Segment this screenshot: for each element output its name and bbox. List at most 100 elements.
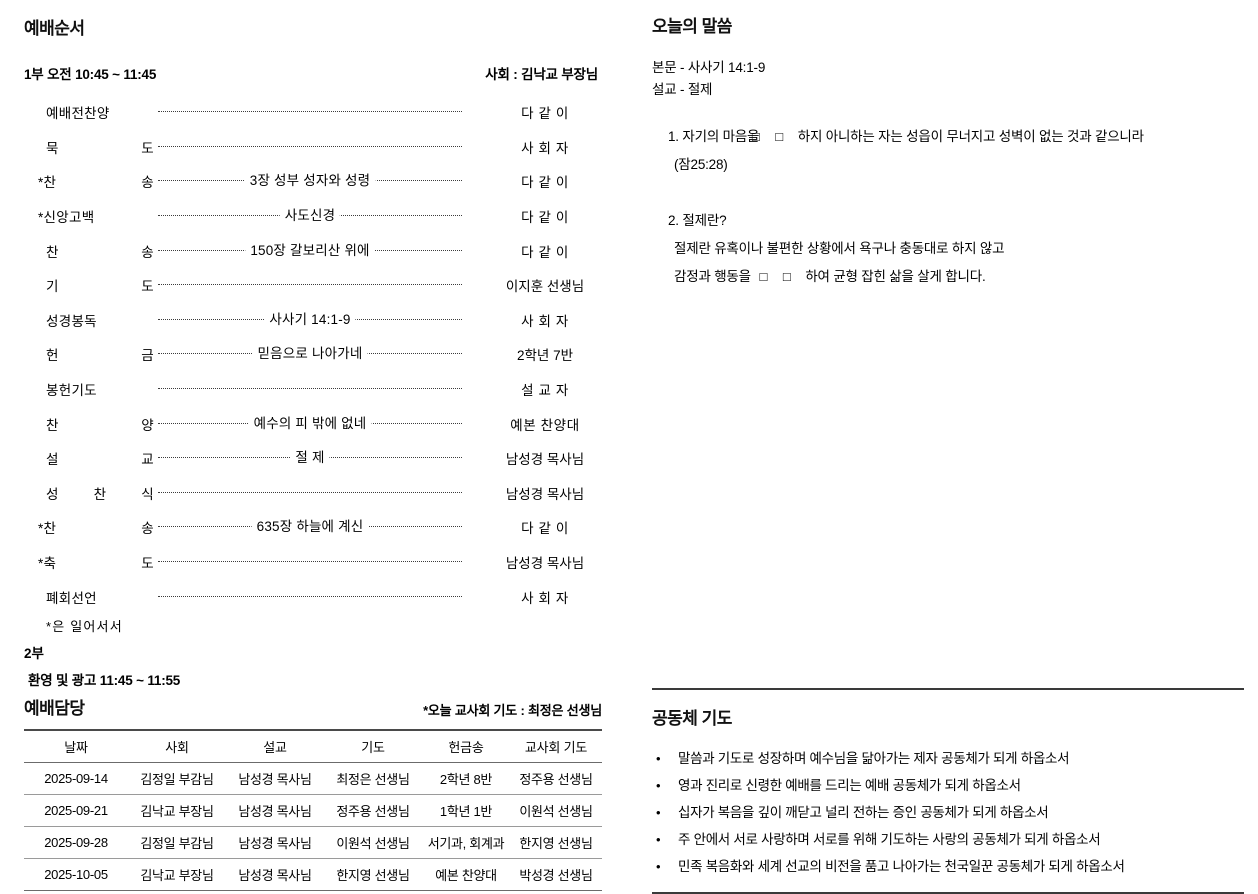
community-prayer-list: • 말씀과 기도로 성장하며 예수님을 닮아가는 제자 공동체가 되게 하옵소서 •… <box>652 745 1244 880</box>
worship-order-row: *찬 송 635장 하늘에 계신 다 같 이 <box>0 510 620 545</box>
duty-column-header: 헌금송 <box>422 729 510 763</box>
order-item-label: *신앙고백 <box>38 210 95 226</box>
order-item-person: 사 회 자 <box>521 140 569 156</box>
duty-header: 예배담당 *오늘 교사회 기도 : 최정은 선생님 <box>24 694 602 719</box>
prayer-text: 십자가 복음을 깊이 깨닫고 널리 전하는 증인 공동체가 되게 하옵소서 <box>678 805 1049 820</box>
table-row: 2025-09-28 김정일 부감님 남성경 목사님 이원석 선생님 서기과, 회계과 한… <box>24 826 602 859</box>
todays-word-section: 오늘의 말씀 본문 - 사사기 14:1-9 설교 - 절제 1. 자기의 마음… <box>652 12 1252 297</box>
dotted-leader-line <box>158 111 462 113</box>
right-column: 오늘의 말씀 본문 - 사사기 14:1-9 설교 - 절제 1. 자기의 마음… <box>640 0 1258 894</box>
dotted-leader-line <box>158 595 462 597</box>
order-item-person: 다 같 이 <box>521 175 569 191</box>
duty-cell: 박성경 선생님 <box>510 858 602 891</box>
worship-order-row: 성 찬 식 남성경 목사님 <box>0 476 620 511</box>
order-item-leader: 사도신경 <box>158 208 462 225</box>
part2-label: 2부 <box>24 645 44 661</box>
order-item-person: 2학년 7반 <box>516 348 574 364</box>
point2-text-after: 하여 균형 잡힌 삶을 살게 합니다. <box>805 269 986 284</box>
prayer-text: 민족 복음화와 세계 선교의 비전을 품고 나아가는 천국일꾼 공동체가 되게 … <box>678 859 1125 874</box>
worship-order-row: *축 도 남성경 목사님 <box>0 545 620 580</box>
order-item-detail: 사사기 14:1-9 <box>264 311 356 328</box>
order-item-detail: 믿음으로 나아가네 <box>252 346 368 363</box>
dotted-leader-line <box>158 491 462 493</box>
prayer-text: 주 안에서 서로 사랑하며 서로를 위해 기도하는 사랑의 공동체가 되게 하옵… <box>678 832 1101 847</box>
worship-order-row: *신앙고백 사도신경 다 같 이 <box>0 199 620 234</box>
order-item-label: *찬 송 <box>38 521 154 537</box>
order-item-person: 이지훈 선생님 <box>505 279 585 295</box>
bullet-icon: • <box>656 832 661 847</box>
order-item-detail: 절 제 <box>290 450 330 467</box>
duty-table-body: 2025-09-14 김정일 부감님 남성경 목사님 최정은 선생님 2학년 8반 정주용… <box>24 762 602 891</box>
duty-cell: 2025-09-21 <box>24 794 128 827</box>
word-point-2-line-2: 감정과 행동을 □ □ 하여 균형 잡힌 삶을 살게 합니다. <box>674 263 1252 291</box>
duty-cell: 2학년 8반 <box>422 762 510 795</box>
table-row: 2025-09-14 김정일 부감님 남성경 목사님 최정은 선생님 2학년 8반 정주용… <box>24 762 602 795</box>
order-item-leader: 3장 성부 성자와 성령 <box>158 173 462 190</box>
duty-cell: 2025-09-28 <box>24 826 128 859</box>
worship-order-title: 예배순서 <box>24 19 85 38</box>
prayer-text: 영과 진리로 신령한 예배를 드리는 예배 공동체가 되게 하옵소서 <box>678 778 1021 793</box>
word-point-2-title: 2. 절제란? <box>668 213 727 228</box>
order-item-label: 봉헌기도 <box>46 383 97 399</box>
word-point-1-reference: (잠25:28) <box>674 157 728 172</box>
stand-note: *은 일어서서 <box>46 618 123 634</box>
duty-cell: 2025-09-14 <box>24 762 128 795</box>
order-item-label: 찬 양 <box>46 417 154 433</box>
order-item-person: 다 같 이 <box>521 210 569 226</box>
todays-word-title: 오늘의 말씀 <box>652 17 732 36</box>
duty-column-header: 기도 <box>324 729 422 763</box>
table-row: 2025-10-05 김낙교 부장님 남성경 목사님 한지영 선생님 예본 찬양대 박성경… <box>24 858 602 891</box>
order-item-leader: 믿음으로 나아가네 <box>158 346 462 363</box>
order-item-person: 남성경 목사님 <box>505 452 585 468</box>
order-item-leader <box>158 277 462 293</box>
duty-cell: 김정일 부감님 <box>128 826 226 859</box>
order-item-detail: 사도신경 <box>279 208 341 225</box>
order-item-leader: 150장 갈보리산 위에 <box>158 242 462 259</box>
worship-order-section: 예배순서 1부 오전 10:45 ~ 11:45 사회 : 김낙교 부장님 예배… <box>0 14 620 689</box>
service-header: 1부 오전 10:45 ~ 11:45 사회 : 김낙교 부장님 <box>24 63 598 83</box>
order-item-label: 설 교 <box>46 452 154 468</box>
duty-cell: 김정일 부감님 <box>128 762 226 795</box>
word-point-2-line-1: 절제란 유혹이나 불편한 상황에서 욕구나 충동대로 하지 않고 <box>674 241 1005 256</box>
sermon-line: 설교 - 절제 <box>652 82 713 97</box>
bullet-icon: • <box>656 751 661 766</box>
point2-text-before: 감정과 행동을 <box>674 269 751 284</box>
order-item-leader <box>158 381 462 397</box>
duty-cell: 한지영 선생님 <box>324 858 422 891</box>
duty-section: 예배담당 *오늘 교사회 기도 : 최정은 선생님 날짜 사회 설교 기도 헌금송 교사회… <box>0 694 620 891</box>
duty-cell: 예본 찬양대 <box>422 858 510 891</box>
order-item-label: *축 도 <box>38 556 154 572</box>
bullet-icon: • <box>656 778 661 793</box>
order-item-leader <box>158 554 462 570</box>
duty-column-header: 교사회 기도 <box>510 729 602 763</box>
bullet-icon: • <box>656 859 661 874</box>
duty-cell: 정주용 선생님 <box>324 794 422 827</box>
order-item-person: 다 같 이 <box>521 521 569 537</box>
order-item-detail: 3장 성부 성자와 성령 <box>244 173 376 190</box>
order-item-detail: 150장 갈보리산 위에 <box>245 242 375 259</box>
order-item-label: 기 도 <box>46 279 154 295</box>
order-item-label: 헌 금 <box>46 348 154 364</box>
order-item-person: 예본 찬양대 <box>510 417 580 433</box>
dotted-leader-line <box>158 284 462 286</box>
dotted-leader-line <box>158 388 462 390</box>
duty-cell: 남성경 목사님 <box>226 762 324 795</box>
duty-cell: 2025-10-05 <box>24 858 128 891</box>
order-item-detail: 예수의 피 밖에 없네 <box>248 415 372 432</box>
service-time: 1부 오전 10:45 ~ 11:45 <box>24 67 157 82</box>
worship-order-row: 설 교 절 제 남성경 목사님 <box>0 441 620 476</box>
order-item-person: 사 회 자 <box>521 313 569 329</box>
worship-order-row: 찬 송 150장 갈보리산 위에 다 같 이 <box>0 233 620 268</box>
community-prayer-section: 공동체 기도 • 말씀과 기도로 성장하며 예수님을 닮아가는 제자 공동체가 되… <box>652 688 1244 894</box>
community-prayer-title: 공동체 기도 <box>652 709 732 728</box>
point1-text-after: 하지 아니하는 자는 성읍이 무너지고 성벽이 없는 것과 같으니라 <box>797 129 1144 144</box>
duty-cell: 남성경 목사님 <box>226 826 324 859</box>
order-item-leader: 절 제 <box>158 450 462 467</box>
dotted-leader-line <box>158 561 462 563</box>
duty-cell: 서기과, 회계과 <box>422 826 510 859</box>
order-item-person: 사 회 자 <box>521 590 569 606</box>
order-item-label: *찬 송 <box>38 175 154 191</box>
point2-blank-box: □ □ <box>759 269 797 284</box>
word-point-2: 2. 절제란? 절제란 유혹이나 불편한 상황에서 욕구나 충동대로 하지 않고… <box>652 207 1252 291</box>
